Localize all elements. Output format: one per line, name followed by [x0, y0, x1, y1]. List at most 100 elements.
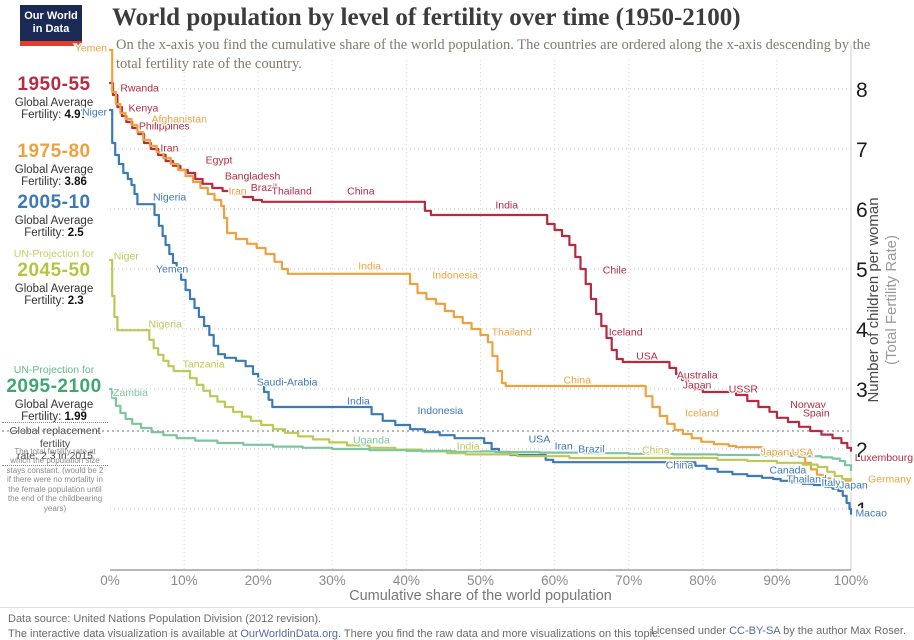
country-label: India [457, 441, 480, 453]
footer-source: Data source: United Nations Population D… [8, 612, 661, 640]
legend-projection-label: UN-Projection for [13, 248, 95, 260]
country-label: Afghanistan [151, 114, 207, 126]
page-title: World population by level of fertility o… [112, 4, 741, 31]
x-tick-label: 0% [100, 573, 120, 588]
legend-period: 2005-10 [17, 192, 91, 213]
country-label: Japan [839, 480, 868, 492]
country-label: Bangladesh [225, 171, 281, 183]
country-label: Yemen [75, 43, 107, 55]
series-line-2095-2100 [108, 387, 853, 472]
country-label: Iceland [609, 327, 643, 339]
y-tick-label: 4 [856, 319, 868, 342]
country-label: Uganda [353, 435, 390, 447]
legend-fertility-value: Fertility: 2.3 [0, 295, 108, 307]
country-label: Niger [114, 250, 140, 262]
country-label: Spain [803, 408, 830, 420]
legend-fertility-value: Fertility: 4.97 [0, 109, 108, 121]
legend-period: 1950-55 [17, 74, 91, 95]
country-label: Indonesia [432, 270, 478, 282]
replacement-fertility-explanation: The total fertility rate at which the po… [6, 447, 104, 513]
country-label: Iran [555, 441, 573, 453]
fertility-label: Fertility: [21, 176, 62, 188]
country-label: Kenya [129, 103, 159, 115]
country-label: Thailand [492, 327, 532, 339]
fertility-label: Fertility: [21, 109, 62, 121]
license-link[interactable]: CC-BY-SA [729, 625, 781, 637]
country-label: Philippines [139, 121, 190, 133]
country-label: Indonesia [418, 405, 464, 417]
series-line-2045-50 [108, 258, 853, 484]
country-label: Iran [229, 186, 247, 198]
country-label: Italy [821, 477, 841, 489]
y-axis-title-line1: Number of children per woman [865, 197, 882, 402]
country-label: Australia [677, 370, 718, 382]
fertility-number: 3.86 [64, 176, 87, 188]
fertility-label: Fertility: [21, 411, 62, 423]
x-tick-label: 50% [467, 573, 494, 588]
x-tick-label: 70% [615, 573, 642, 588]
country-label: Nigeria [153, 192, 186, 204]
country-label: Zambia [113, 387, 148, 399]
country-label: Canada [769, 465, 806, 477]
owid-logo-line1: Our World [24, 10, 78, 22]
legend-fertility-value: Fertility: 3.86 [0, 176, 108, 188]
x-tick-label: 60% [541, 573, 568, 588]
x-tick-label: 40% [393, 573, 420, 588]
replacement-note-line1: Global replacement fertility [9, 425, 101, 450]
x-tick-label: 10% [171, 573, 198, 588]
country-label: USA [792, 447, 814, 459]
country-label: Thailand [787, 474, 827, 486]
legend-period: 2045-50 [17, 260, 91, 281]
replacement-fertility-note: Global replacement fertility rate: 2.3 i… [2, 422, 108, 466]
country-label: Norway [790, 399, 826, 411]
footer-license: Licensed under CC-BY-SA by the author Ma… [651, 625, 906, 637]
legend-block-1950-55: 1950-55 Global Average Fertility: 4.97 [0, 74, 108, 121]
country-label: China [666, 460, 694, 472]
legend-fertility-value: Fertility: 1.99 [0, 411, 108, 423]
country-label: Brazil [251, 182, 277, 194]
fertility-number: 4.97 [64, 109, 87, 121]
country-label: USSR [729, 384, 759, 396]
y-tick-label: 8 [856, 79, 868, 102]
legend-period: 2095-2100 [6, 376, 102, 397]
legend-average-label: Global Average [14, 97, 94, 109]
country-label: China [347, 186, 375, 198]
owid-link[interactable]: OurWorldinData.org [240, 627, 338, 640]
country-label: Chile [603, 265, 627, 277]
legend-average-label: Global Average [14, 399, 94, 411]
legend-projection-label: UN-Projection for [13, 364, 95, 376]
country-label: Rwanda [120, 82, 159, 94]
country-label: Yemen [156, 264, 188, 276]
fertility-number: 1.99 [64, 411, 87, 423]
country-label: Niger [82, 106, 108, 118]
x-tick-label: 20% [245, 573, 272, 588]
y-tick-label: 5 [856, 259, 868, 282]
fertility-label: Fertility: [24, 227, 65, 239]
y-axis-title-line2: (Total Fertility Rate) [883, 235, 900, 365]
data-source-line: Data source: United Nations Population D… [8, 613, 322, 625]
country-label: USA [529, 433, 551, 445]
footer-text: . There you find the raw data and more v… [337, 627, 661, 640]
country-label: Egypt [206, 154, 233, 166]
legend-average-label: Global Average [14, 215, 94, 227]
legend-average-label: Global Average [14, 164, 94, 176]
owid-logo: Our World in Data [20, 5, 82, 46]
page-subtitle: On the x-axis you find the cumulative sh… [116, 37, 871, 72]
country-label: Luxembourg [855, 452, 914, 464]
footer-text: The interactive data visualization is av… [8, 627, 241, 640]
country-label: Brazil [578, 444, 604, 456]
footer: Data source: United Nations Population D… [0, 607, 914, 640]
series-line-1950-55 [108, 81, 853, 452]
x-axis-title: Cumulative share of the world population [349, 588, 612, 604]
country-label: Macao [855, 508, 887, 520]
y-tick-label: 6 [856, 199, 868, 222]
country-label: Japan [761, 447, 790, 459]
legend-block-2045-50: UN-Projection for 2045-50 Global Average… [0, 248, 108, 307]
country-label: Thailand [272, 186, 312, 198]
legend-average-label: Global Average [14, 283, 94, 295]
replacement-note-line2: rate: 2.3 in 2015 [17, 450, 93, 463]
country-label: USA [636, 351, 658, 363]
x-tick-label: 100% [834, 573, 869, 588]
